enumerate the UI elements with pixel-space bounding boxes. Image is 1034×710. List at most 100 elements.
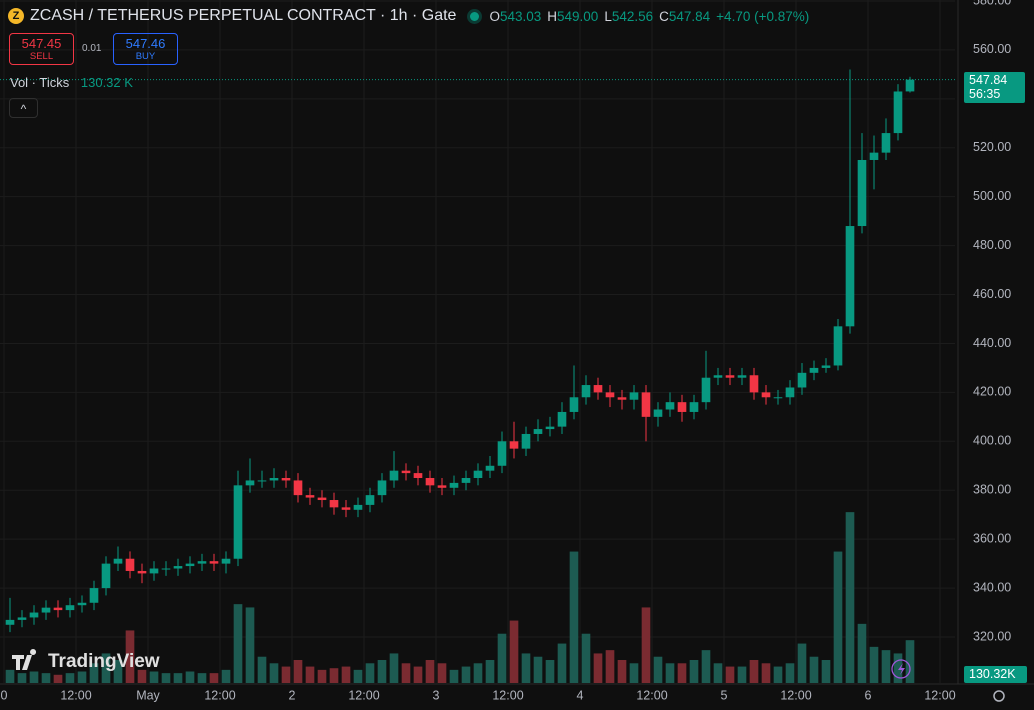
volume-bar <box>713 663 723 683</box>
x-tick-label: 12:00 <box>60 688 91 702</box>
candle-body <box>353 504 363 510</box>
volume-bar <box>209 673 219 683</box>
volume-bar <box>665 663 675 683</box>
lightning-button[interactable] <box>891 659 911 679</box>
settings-button[interactable] <box>993 690 1005 702</box>
volume-bar <box>845 512 855 683</box>
volume-bar <box>233 604 243 683</box>
price-tag: 547.84 56:35 <box>964 72 1025 103</box>
x-tick-label: 3 <box>433 688 440 702</box>
candle-body <box>557 411 567 427</box>
volume-bar <box>881 650 891 683</box>
volume-bar <box>557 643 567 683</box>
candle-body <box>317 497 327 501</box>
sell-button[interactable]: 547.45 SELL <box>9 33 74 65</box>
header-row: Z ZCASH / TETHERUS PERPETUAL CONTRACT · … <box>8 7 809 25</box>
candle-body <box>497 441 507 466</box>
x-tick-label: 12:00 <box>636 688 667 702</box>
volume-bar <box>161 673 171 683</box>
candle-body <box>17 617 27 620</box>
volume-bar <box>77 671 87 683</box>
volume-bar <box>461 666 471 683</box>
x-tick-label: 12:00 <box>492 688 523 702</box>
watermark: TradingView <box>12 649 160 672</box>
watermark-text: TradingView <box>48 651 160 672</box>
volume-bar <box>785 663 795 683</box>
symbol-title: ZCASH / TETHERUS PERPETUAL CONTRACT · 1h… <box>30 7 457 24</box>
candle-body <box>125 558 135 571</box>
buy-price: 547.46 <box>125 36 166 51</box>
x-tick-label: 12:00 <box>204 688 235 702</box>
volume-bar <box>893 653 903 683</box>
candle-body <box>305 495 315 498</box>
y-tick-label: 480.00 <box>973 238 1011 252</box>
x-tick-label: 12:00 <box>348 688 379 702</box>
volume-bar <box>269 663 279 683</box>
volume-bar <box>533 656 543 683</box>
logo-icon <box>12 649 37 670</box>
candle-body <box>581 385 591 398</box>
ohlc-label: H <box>547 8 558 24</box>
volume-bar <box>641 607 651 683</box>
y-tick-label: 340.00 <box>973 580 1011 594</box>
grid <box>0 0 955 683</box>
candle-body <box>629 392 639 400</box>
x-tick-label: May <box>136 688 160 702</box>
candle-body <box>245 480 255 486</box>
volume-bar <box>581 633 591 683</box>
x-tick-label: 12:00 <box>924 688 955 702</box>
volume-bar <box>569 551 579 683</box>
candle-body <box>233 485 243 559</box>
volume-bar <box>437 663 447 683</box>
candle-body <box>437 485 447 488</box>
y-tick-label: 420.00 <box>973 385 1011 399</box>
volume-bar <box>617 660 627 683</box>
volume-bar <box>545 660 555 683</box>
ohlc-label: O <box>489 8 500 24</box>
volume-bar <box>677 663 687 683</box>
candle-body <box>413 473 423 479</box>
ohlc-value: 549.00 <box>557 8 599 24</box>
candle-body <box>149 568 159 574</box>
volume-bar <box>341 666 351 683</box>
candle-body <box>257 480 267 482</box>
ohlc-item: C547.84 <box>659 9 710 24</box>
change: +4.70 (+0.87%) <box>716 8 810 24</box>
candle-body <box>785 387 795 398</box>
sell-label: SELL <box>29 51 54 62</box>
x-tick-label: 5 <box>721 688 728 702</box>
volume-bar <box>53 674 63 683</box>
candle-body <box>281 478 291 481</box>
candle-body <box>605 392 615 398</box>
volume-bar <box>737 666 747 683</box>
candle-body <box>221 558 231 564</box>
candle-body <box>521 433 531 449</box>
buy-button[interactable]: 547.46 BUY <box>113 33 178 65</box>
y-tick-label: 460.00 <box>973 287 1011 301</box>
lightning-icon <box>898 663 905 675</box>
volume-bar <box>449 669 459 683</box>
volume-bar <box>137 669 147 683</box>
y-tick-label: 560.00 <box>973 42 1011 56</box>
candle-body <box>473 470 483 479</box>
candle-body <box>881 133 891 153</box>
volume-bar <box>689 660 699 683</box>
volume-bar <box>5 669 15 683</box>
candle-body <box>533 429 543 434</box>
ohlc-item: H549.00 <box>547 9 598 24</box>
y-tick-label: 500.00 <box>973 189 1011 203</box>
candles <box>0 69 955 633</box>
ohlc-value: 547.84 <box>668 8 711 24</box>
candle-body <box>269 478 279 481</box>
volume-bar <box>809 656 819 683</box>
collapse-button[interactable]: ^ <box>9 98 38 118</box>
candle-body <box>545 426 555 430</box>
candle-body <box>41 607 51 613</box>
candle-body <box>197 561 207 564</box>
candle-body <box>857 159 867 227</box>
y-tick-label: 320.00 <box>973 629 1011 643</box>
candle-body <box>725 375 735 378</box>
volume-bar <box>197 673 207 683</box>
volume-bar <box>281 666 291 683</box>
